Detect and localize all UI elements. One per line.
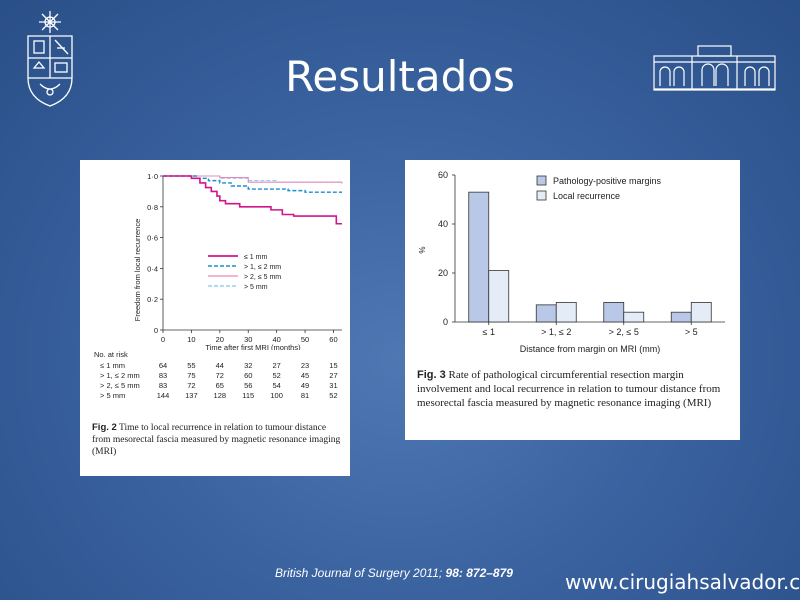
at-risk-value: 64 xyxy=(158,361,168,370)
at-risk-value: 54 xyxy=(272,381,281,390)
at-risk-value: 83 xyxy=(158,381,168,390)
km-y-tick-label: 0·6 xyxy=(147,234,158,243)
km-chart: 0 0·2 0·4 0·6 0·8 1·0 0 10 20 30 40 50 60 ≤ 1 mm > 1,… xyxy=(133,172,343,350)
bar-y-axis-label: % xyxy=(418,246,427,253)
at-risk-value: 128 xyxy=(213,391,227,400)
km-x-tick-label: 50 xyxy=(301,335,309,344)
at-risk-value: 72 xyxy=(215,371,224,380)
figure-3-caption-text: Rate of pathological circumferential res… xyxy=(417,369,721,409)
km-series-line xyxy=(163,175,343,183)
km-x-tick-label: 0 xyxy=(161,335,165,344)
at-risk-row: > 5 mm 144 137 128 115 100 81 52 xyxy=(80,391,350,401)
km-x-tick-label: 30 xyxy=(244,335,252,344)
university-crest-logo xyxy=(27,11,73,107)
bar-chart: 0 20 40 60 ≤ 1 > 1, ≤ 2 > 2, ≤ 5 > 5 Pathology-… xyxy=(418,170,725,354)
at-risk-value: 137 xyxy=(185,391,198,400)
bar-x-tick-label: > 5 xyxy=(685,327,698,337)
at-risk-value: 52 xyxy=(272,371,281,380)
at-risk-row: > 2, ≤ 5 mm 83 72 65 56 54 49 31 xyxy=(80,381,350,391)
figure-2-caption: Fig. 2 Time to local recurrence in relat… xyxy=(92,422,342,458)
bar-y-tick-label: 60 xyxy=(438,170,448,180)
website-url: www.cirugiahsalvador.cl xyxy=(565,570,800,594)
figure-3-caption: Fig. 3 Rate of pathological circumferent… xyxy=(417,368,733,410)
at-risk-value: 75 xyxy=(187,371,196,380)
km-y-tick-label: 0 xyxy=(154,326,158,335)
at-risk-value: 56 xyxy=(244,381,253,390)
at-risk-value: 44 xyxy=(215,361,224,370)
at-risk-value: 83 xyxy=(158,371,168,380)
bar-y-tick-label: 40 xyxy=(438,219,448,229)
at-risk-value: 52 xyxy=(329,391,338,400)
at-risk-value: 23 xyxy=(300,361,310,370)
bar-legend-label: Local recurrence xyxy=(553,191,620,201)
at-risk-value: 144 xyxy=(156,391,170,400)
bar-y-tick-label: 20 xyxy=(438,268,448,278)
at-risk-value: 60 xyxy=(244,371,253,380)
at-risk-value: 55 xyxy=(187,361,196,370)
at-risk-row-label: ≤ 1 mm xyxy=(100,361,125,370)
km-x-tick-label: 60 xyxy=(329,335,337,344)
km-series-line xyxy=(163,175,342,225)
at-risk-value: 32 xyxy=(244,361,253,370)
at-risk-row-label: > 5 mm xyxy=(100,391,126,400)
at-risk-value: 27 xyxy=(272,361,281,370)
bar-x-tick-label: ≤ 1 xyxy=(483,327,495,337)
figure-2-caption-text: Time to local recurrence in relation to … xyxy=(92,423,341,457)
at-risk-value: 65 xyxy=(215,381,224,390)
bar-rect xyxy=(555,301,577,323)
at-risk-row: ≤ 1 mm 64 55 44 32 27 23 15 xyxy=(80,361,350,371)
figure-2-label: Fig. 2 xyxy=(92,422,117,433)
hospital-building-logo xyxy=(653,45,776,91)
at-risk-value: 15 xyxy=(329,361,338,370)
km-x-axis-label: Time after first MRI (months) xyxy=(205,343,301,350)
bar-rect xyxy=(670,311,692,323)
at-risk-value: 49 xyxy=(300,381,310,390)
at-risk-value: 115 xyxy=(242,391,255,400)
bar-rect xyxy=(535,304,557,323)
at-risk-value: 27 xyxy=(329,371,338,380)
km-x-tick-label: 10 xyxy=(187,335,195,344)
bar-x-tick-label: > 2, ≤ 5 xyxy=(609,327,639,337)
bar-x-tick-label: > 1, ≤ 2 xyxy=(541,327,571,337)
bar-x-axis-label: Distance from margin on MRI (mm) xyxy=(520,344,661,354)
at-risk-value: 31 xyxy=(329,381,338,390)
bar-legend-swatch xyxy=(536,190,547,201)
source-reference: 98: 872–879 xyxy=(445,566,513,580)
at-risk-row-label: > 1, ≤ 2 mm xyxy=(100,371,140,380)
at-risk-value: 72 xyxy=(187,381,196,390)
at-risk-row-label: > 2, ≤ 5 mm xyxy=(100,381,140,390)
figure-bar-chart: 0 20 40 60 ≤ 1 > 1, ≤ 2 > 2, ≤ 5 > 5 Pathology-… xyxy=(405,160,740,440)
bar-rect xyxy=(603,301,625,323)
source-citation: British Journal of Surgery 2011; 98: 872… xyxy=(275,566,513,580)
bar-rect xyxy=(468,191,490,323)
km-x-tick-label: 20 xyxy=(216,335,224,344)
at-risk-value: 100 xyxy=(270,391,283,400)
km-legend-label: ≤ 1 mm xyxy=(244,254,267,261)
bar-y-tick-label: 0 xyxy=(443,317,448,327)
at-risk-value: 81 xyxy=(300,391,310,400)
figure-km-curve: 0 0·2 0·4 0·6 0·8 1·0 0 10 20 30 40 50 60 ≤ 1 mm > 1,… xyxy=(80,160,350,476)
at-risk-title: No. at risk xyxy=(94,350,128,359)
slide-title: Resultados xyxy=(285,52,515,101)
source-journal: British Journal of Surgery 2011; xyxy=(275,566,443,580)
km-y-tick-label: 0·2 xyxy=(147,295,158,304)
km-legend-label: > 5 mm xyxy=(244,284,268,291)
km-y-tick-label: 0·4 xyxy=(147,264,158,273)
figure-3-label: Fig. 3 xyxy=(417,369,446,381)
at-risk-value: 45 xyxy=(300,371,310,380)
km-y-tick-label: 0·8 xyxy=(147,203,158,212)
km-legend-label: > 1, ≤ 2 mm xyxy=(244,264,281,271)
at-risk-row: > 1, ≤ 2 mm 83 75 72 60 52 45 27 xyxy=(80,371,350,381)
km-x-tick-label: 40 xyxy=(272,335,280,344)
bar-rect xyxy=(690,301,712,323)
bar-legend-label: Pathology-positive margins xyxy=(553,176,662,186)
bar-rect xyxy=(488,270,510,323)
km-y-axis-label: Freedom from local recurrence xyxy=(133,219,142,322)
bar-legend-swatch xyxy=(536,175,547,186)
km-y-tick-label: 1·0 xyxy=(147,172,158,181)
km-series-line xyxy=(163,175,342,193)
km-legend-label: > 2, ≤ 5 mm xyxy=(244,274,281,281)
bar-rect xyxy=(623,311,645,323)
